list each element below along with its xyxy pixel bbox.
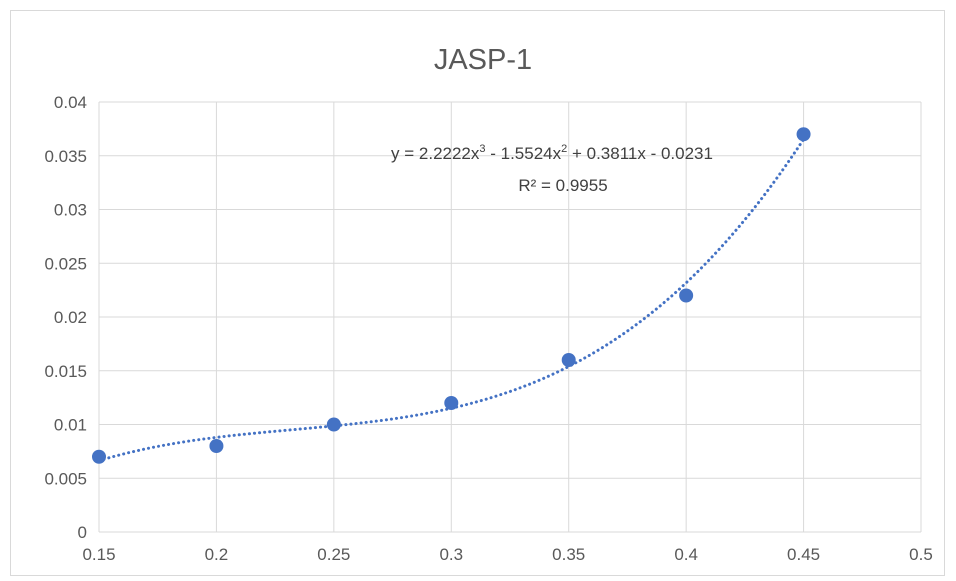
x-tick-label: 0.45 bbox=[787, 545, 820, 564]
data-point bbox=[796, 127, 811, 142]
y-tick-label: 0.005 bbox=[44, 469, 87, 488]
data-point bbox=[326, 417, 341, 432]
gridlines bbox=[98, 101, 922, 533]
y-tick-label: 0.015 bbox=[44, 362, 87, 381]
equation-exponent-3: 3 bbox=[479, 143, 485, 155]
data-point bbox=[92, 449, 106, 464]
x-tick-label: 0.25 bbox=[317, 545, 350, 564]
x-tick-label: 0.4 bbox=[674, 545, 698, 564]
y-tick-label: 0.025 bbox=[44, 254, 87, 273]
data-point bbox=[561, 353, 576, 367]
y-tick-label: 0.03 bbox=[54, 201, 87, 220]
y-tick-label: 0.01 bbox=[54, 416, 87, 435]
equation-suffix: + 0.3811x - 0.0231 bbox=[567, 144, 713, 163]
y-tick-label: 0.02 bbox=[54, 308, 87, 327]
y-tick-label: 0.04 bbox=[54, 93, 87, 112]
x-axis-tick-labels: 0.15 0.2 0.25 0.3 0.35 0.4 0.45 0.5 bbox=[82, 545, 932, 564]
x-tick-label: 0.3 bbox=[439, 545, 463, 564]
data-point bbox=[444, 396, 459, 410]
chart-area: JASP-1 0 0.005 0.01 0.015 0.02 0.025 0.03 0.035… bbox=[10, 10, 945, 576]
trendline-equation: y = 2.2222x3 - 1.5524x2 + 0.3811x - 0.02… bbox=[391, 143, 713, 163]
chart-title: JASP-1 bbox=[434, 44, 532, 76]
x-tick-label: 0.5 bbox=[909, 545, 933, 564]
y-tick-label: 0 bbox=[78, 523, 87, 542]
data-point bbox=[209, 439, 224, 453]
x-tick-label: 0.2 bbox=[205, 545, 229, 564]
y-axis-tick-labels: 0 0.005 0.01 0.015 0.02 0.025 0.03 0.035 0.04 bbox=[44, 93, 87, 542]
scatter-chart: JASP-1 0 0.005 0.01 0.015 0.02 0.025 0.03 0.035… bbox=[44, 44, 932, 564]
equation-mid: - 1.5524x bbox=[486, 144, 562, 163]
data-points bbox=[92, 127, 811, 464]
y-tick-label: 0.035 bbox=[44, 147, 87, 166]
data-point bbox=[679, 288, 694, 303]
equation-prefix: y = 2.2222x bbox=[391, 144, 480, 163]
x-tick-label: 0.15 bbox=[82, 545, 115, 564]
x-tick-label: 0.35 bbox=[552, 545, 585, 564]
equation-exponent-2: 2 bbox=[561, 143, 567, 155]
r-squared-label: R² = 0.9955 bbox=[518, 176, 607, 195]
